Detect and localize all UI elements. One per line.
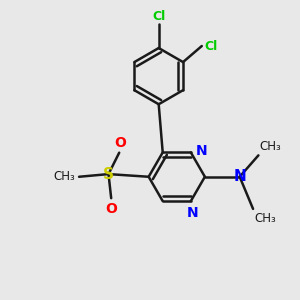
Text: N: N [196,144,207,158]
Text: O: O [105,202,117,216]
Text: N: N [233,169,246,184]
Text: CH₃: CH₃ [254,212,276,225]
Text: CH₃: CH₃ [53,170,75,183]
Text: Cl: Cl [152,10,165,22]
Text: CH₃: CH₃ [260,140,281,153]
Text: Cl: Cl [205,40,218,52]
Text: N: N [186,206,198,220]
Text: O: O [115,136,127,150]
Text: S: S [103,167,114,182]
